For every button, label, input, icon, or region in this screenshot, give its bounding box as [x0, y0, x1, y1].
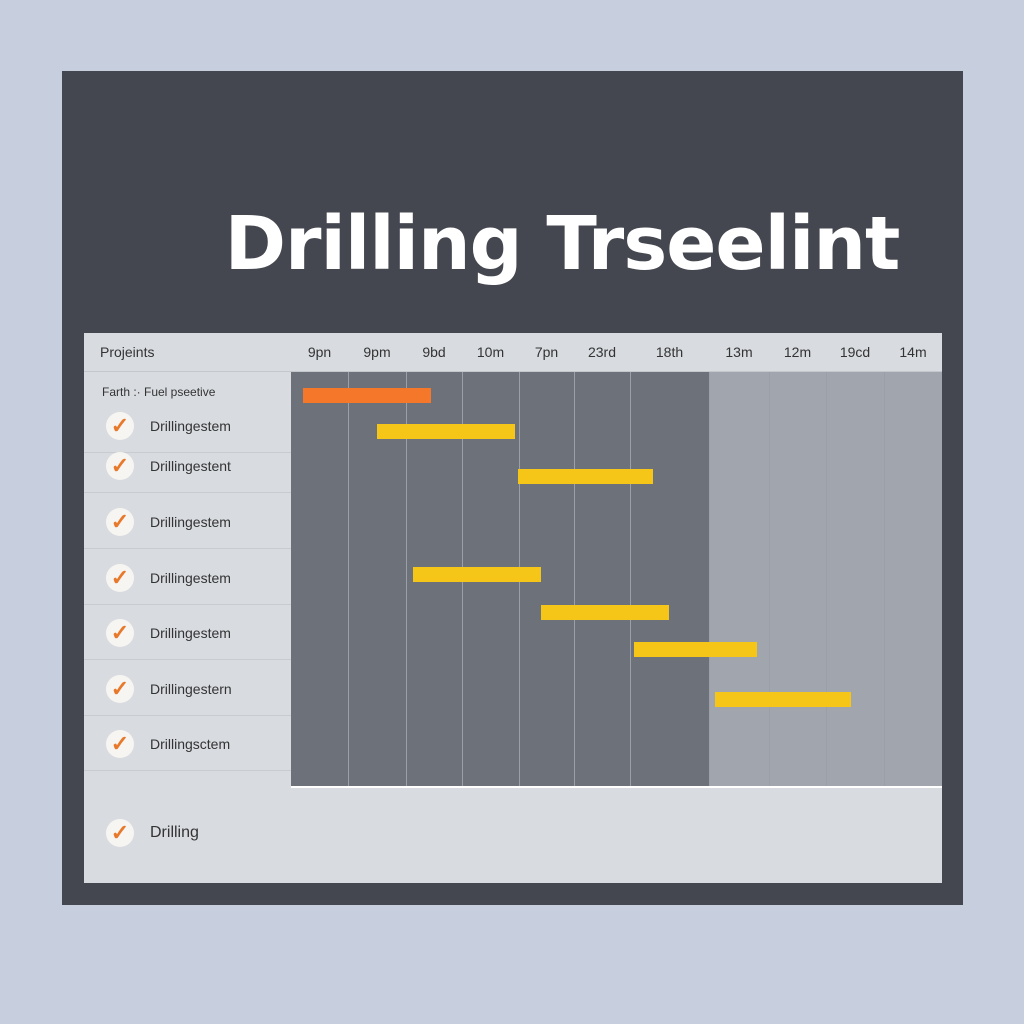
grid-line: [769, 372, 770, 786]
grid-line: [826, 372, 827, 786]
grid-line: [348, 372, 349, 786]
row-label: Drillingsctem: [150, 736, 231, 752]
gantt-bar: [377, 424, 515, 439]
row-divider: [84, 548, 291, 549]
gantt-bar: [715, 692, 851, 707]
future-region: [709, 372, 942, 786]
row-label: Drillingestern: [150, 681, 232, 697]
check-icon: ✓: [106, 819, 134, 847]
row-divider: [84, 604, 291, 605]
check-icon: ✓: [106, 508, 134, 536]
grid-line: [709, 372, 710, 786]
row-label: Drillingestent: [150, 458, 231, 474]
gantt-bar: [412, 567, 541, 582]
row-divider: [84, 715, 291, 716]
check-icon: ✓: [106, 564, 134, 592]
column-header: 9pn: [307, 344, 332, 360]
row-label: Drillingestem: [150, 570, 231, 586]
check-icon: ✓: [106, 675, 134, 703]
row-divider: [84, 770, 291, 771]
page-title: Drilling Trseelint: [224, 201, 901, 287]
gantt-bar: [633, 642, 757, 657]
row-divider: [84, 659, 291, 660]
column-header: 13m: [725, 344, 753, 360]
grid-line: [406, 372, 407, 786]
row-divider: [84, 452, 291, 453]
column-header: 9pm: [363, 344, 391, 360]
footer-row-label: Drilling: [150, 824, 199, 841]
group-label: Farth :· Fuel pseetive: [102, 385, 216, 399]
column-header: 14m: [899, 344, 927, 360]
row-divider: [84, 492, 291, 493]
gantt-bar: [517, 469, 653, 484]
column-header: 9bd: [422, 344, 446, 360]
gantt-chart: Projeints Farth :· Fuel pseetive ✓ Drill…: [84, 333, 942, 883]
column-header: 12m: [783, 344, 812, 360]
column-header: 18th: [655, 344, 684, 360]
column-header: 19cd: [839, 344, 871, 360]
row-label: Drillingestem: [150, 418, 231, 434]
check-icon: ✓: [106, 412, 134, 440]
check-icon: ✓: [106, 452, 134, 480]
column-header: 10m: [476, 344, 505, 360]
grid-line: [574, 372, 575, 786]
check-icon: ✓: [106, 730, 134, 758]
timeline-grid: [291, 372, 942, 786]
column-header: 7pn: [534, 344, 559, 360]
check-icon: ✓: [106, 619, 134, 647]
row-label: Drillingestem: [150, 625, 231, 641]
grid-line: [884, 372, 885, 786]
header-divider: [84, 371, 942, 372]
grid-line: [630, 372, 631, 786]
column-header: 23rd: [587, 344, 617, 360]
gantt-bar: [302, 388, 432, 403]
row-header: Projeints: [100, 344, 155, 360]
row-label: Drillingestem: [150, 514, 231, 530]
gantt-bar: [541, 605, 669, 620]
grid-bottom-line: [291, 786, 942, 788]
